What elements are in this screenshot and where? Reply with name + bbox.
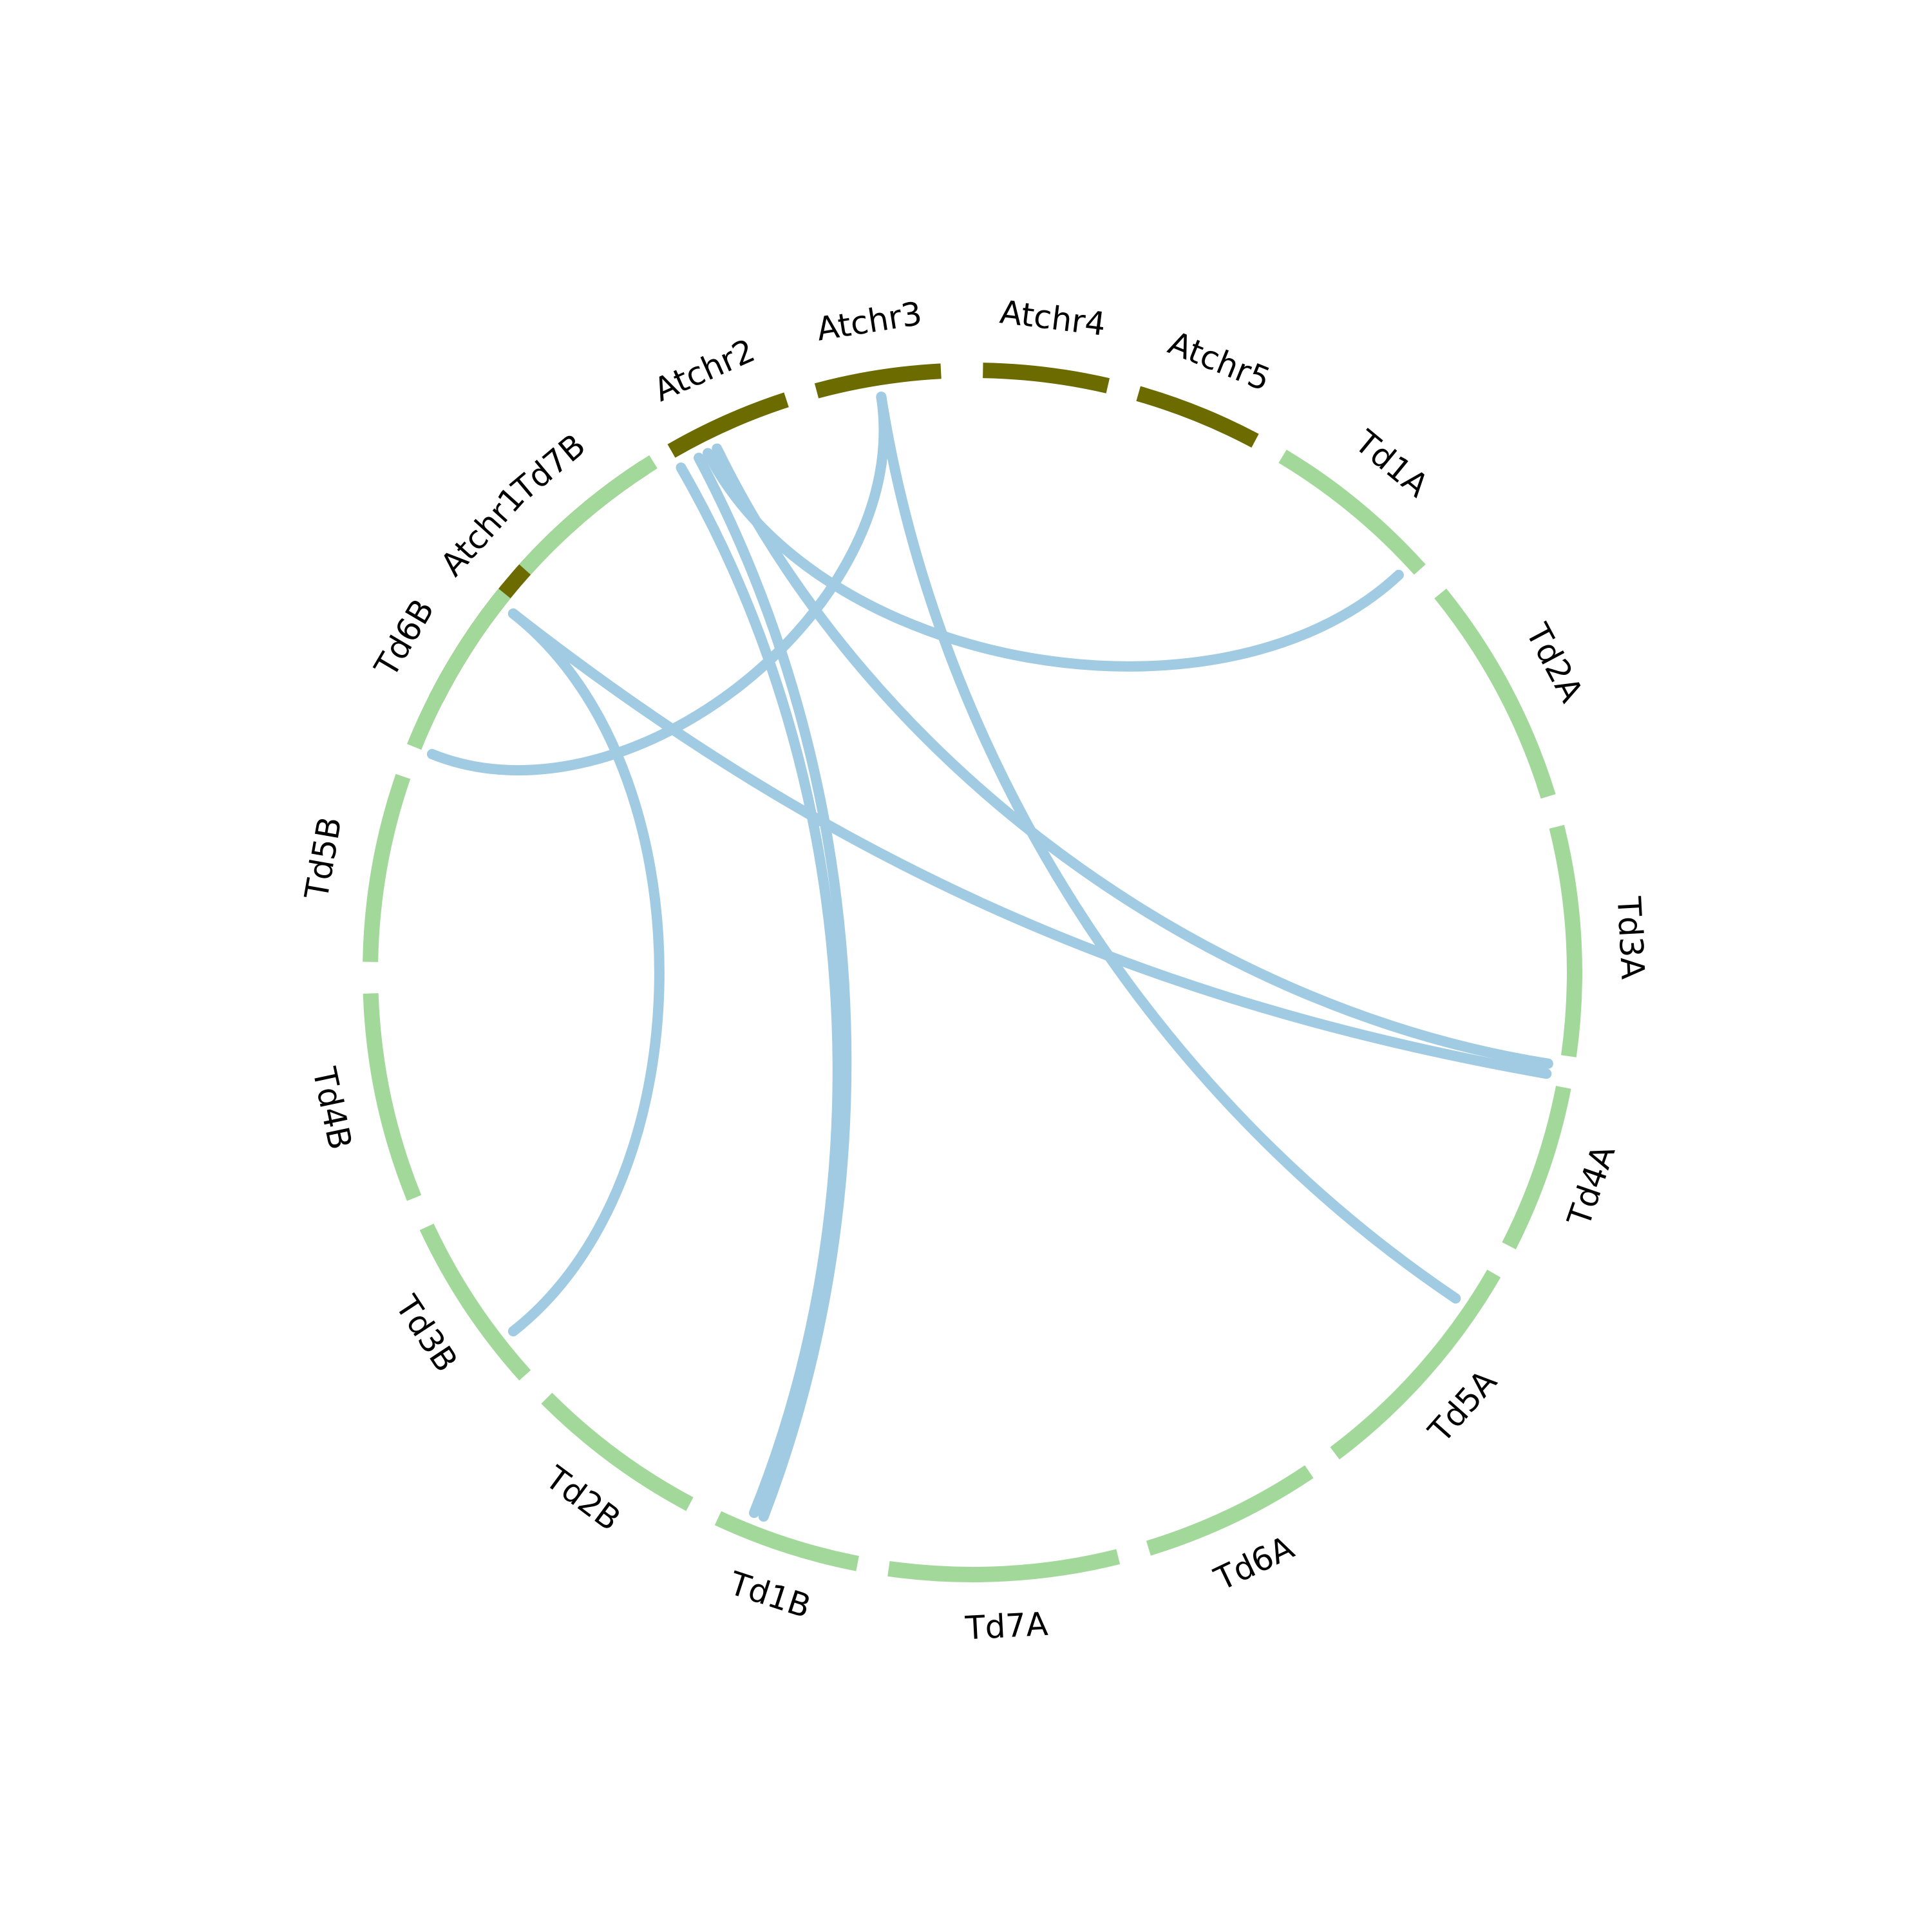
chromosome-arc-atchr3 — [814, 363, 942, 399]
chromosome-label-atchr5: Atchr5 — [1163, 324, 1275, 398]
chromosome-arc-td1b — [714, 1511, 859, 1571]
chromosome-label-td1b: Td1B — [724, 1564, 815, 1625]
chromosome-arc-td4b — [363, 993, 422, 1201]
chromosome-arc-td6a — [1146, 1465, 1314, 1556]
chromosome-label-td6b: Td6B — [367, 592, 442, 683]
link-atchr1-to-td3a-0 — [507, 608, 1552, 1079]
chromosome-label-td4b: Td4B — [305, 1064, 359, 1153]
chromosome-arc-atchr2 — [667, 392, 789, 458]
chromosome-label-td3b: Td3B — [388, 1289, 465, 1379]
chromosome-arc-td2b — [541, 1392, 694, 1511]
chromosome-label-td6a: Td6A — [1208, 1529, 1300, 1598]
link-atchr4-to-td5a-6 — [876, 392, 1461, 1304]
chromosome-arc-td4a — [1502, 1086, 1571, 1249]
chromosome-label-td2b: Td2B — [538, 1459, 628, 1539]
chromosome-label-td1a: Td1A — [1347, 422, 1435, 504]
chromosome-label-td2a: Td2A — [1518, 617, 1590, 708]
link-atchr2-to-td1b-2 — [676, 462, 843, 1519]
chromosome-arc-td6b — [406, 589, 511, 750]
chromosome-arc-td7a — [887, 1549, 1121, 1582]
chromosome-label-td3a: Td3A — [1610, 895, 1652, 980]
chromosome-arc-atchr5 — [1136, 386, 1259, 448]
link-atchr1-to-td3b-1 — [507, 608, 665, 1337]
chromosome-label-atchr4: Atchr4 — [998, 293, 1108, 343]
chromosome-label-td4a: Td4A — [1560, 1141, 1622, 1231]
link-atchr3-to-td1a-4 — [703, 448, 1404, 672]
chromosome-label-td5a: Td5A — [1421, 1363, 1504, 1450]
chromosome-label-atchr2: Atchr2 — [649, 332, 761, 409]
chromosome-label-td5b: Td5B — [298, 814, 349, 903]
link-atchr4-to-td5b-7 — [426, 392, 889, 776]
chromosome-arc-atchr4 — [983, 363, 1110, 393]
chromosome-arc-td5b — [363, 773, 411, 962]
link-atchr3-to-td3a-5 — [712, 443, 1553, 1069]
links-layer — [426, 392, 1553, 1522]
chromosome-label-td7a: Td7A — [964, 1605, 1049, 1647]
chromosome-arc-td3a — [1549, 824, 1582, 1057]
link-atchr3-to-td1b-3 — [694, 452, 852, 1522]
chromosome-arc-td7b — [519, 455, 658, 575]
chromosome-arcs-layer — [363, 363, 1582, 1582]
chromosome-arc-td5a — [1330, 1269, 1501, 1460]
chromosome-label-atchr3: Atchr3 — [814, 295, 925, 348]
chromosome-arc-td3b — [419, 1224, 531, 1381]
chromosome-arc-atchr1 — [429, 460, 649, 703]
chromosome-arc-td1a — [1278, 450, 1426, 575]
chromosome-arc-td2a — [1434, 589, 1556, 799]
